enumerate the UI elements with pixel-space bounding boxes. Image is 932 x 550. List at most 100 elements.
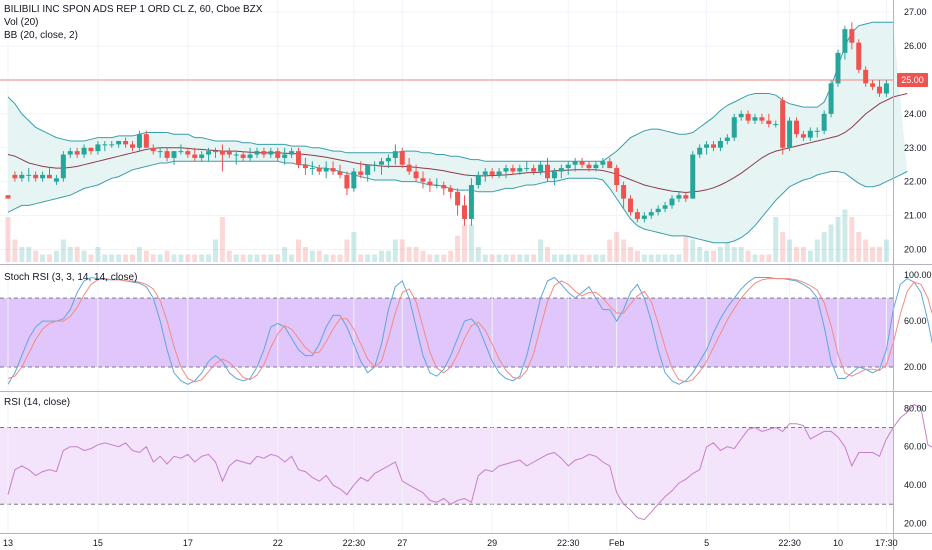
volume-bar (171, 254, 177, 262)
volume-bar (621, 239, 627, 262)
candle-body (780, 100, 786, 148)
candle-body (863, 69, 869, 84)
volume-bar (385, 250, 391, 262)
volume-bar (690, 239, 696, 262)
candle-body (254, 151, 260, 155)
price-tick-label: 22.00 (904, 177, 927, 187)
candle-body (711, 144, 716, 148)
volume-bar (268, 254, 274, 262)
candle-body (752, 117, 758, 121)
volume-bar (607, 239, 613, 262)
candle-body (316, 168, 322, 172)
volume-bar (289, 254, 295, 262)
volume-bar (358, 254, 364, 262)
price-tick-label: 23.00 (904, 143, 927, 153)
time-tick-label: 10 (833, 538, 843, 548)
volume-bar (247, 254, 253, 262)
stoch-rsi-tick-label: 100.00 (904, 270, 932, 280)
candle-body (468, 185, 474, 219)
candle-body (171, 151, 177, 158)
volume-bar (787, 239, 793, 262)
rsi-tick-label: 60.00 (904, 442, 927, 452)
rsi-series-line (7, 403, 932, 521)
candle-body (738, 113, 744, 118)
candle-body (60, 154, 66, 179)
candle-body (489, 171, 495, 175)
chart-title: BILIBILI INC SPON ADS REP 1 ORD CL Z, 60… (4, 4, 263, 15)
volume-bar (434, 254, 440, 262)
candle-body (323, 168, 329, 172)
volume-bar (150, 254, 156, 262)
candle-body (662, 205, 668, 209)
volume-bar (517, 254, 523, 262)
price-marker: 25.00 (0, 72, 928, 87)
volume-bar (828, 224, 834, 262)
volume-bar (192, 254, 198, 262)
candle-body (199, 154, 205, 158)
price-tick-label: 26.00 (904, 41, 927, 51)
candle-body (130, 144, 135, 148)
volume-bar (365, 254, 371, 262)
volume-bar (662, 254, 668, 262)
candle-body (240, 154, 246, 158)
volume-bar (316, 250, 322, 262)
volume-bar (337, 254, 343, 262)
candle-body (302, 164, 308, 169)
candle-body (745, 113, 751, 121)
candle-body (773, 124, 779, 126)
candle-body (669, 198, 675, 206)
candle-body (47, 174, 52, 179)
time-tick-label: 22 (273, 538, 283, 548)
volume-bar (206, 254, 212, 262)
volume-indicator-label: Vol (20) (4, 17, 39, 28)
candle-body (655, 208, 661, 213)
volume-bar (330, 254, 336, 262)
candle-body (289, 151, 295, 155)
volume-bar (634, 250, 640, 262)
volume-bar (275, 254, 281, 262)
candle-body (206, 151, 212, 155)
volume-bar (40, 254, 46, 262)
candle-body (434, 185, 440, 187)
bollinger-basis-line (7, 93, 908, 194)
volume-bar (794, 247, 799, 262)
volume-bar (462, 224, 467, 262)
candle-body (593, 164, 599, 169)
candle-body (420, 178, 426, 182)
volume-bar (441, 254, 447, 262)
price-tick-label: 27.00 (904, 7, 927, 17)
candle-body (676, 195, 682, 199)
candle-body (213, 151, 218, 153)
volume-bar (136, 247, 142, 262)
candle-body (538, 164, 544, 172)
volume-bar (586, 254, 592, 262)
volume-bar (856, 232, 862, 262)
candle-body (399, 151, 405, 165)
rsi-band (0, 427, 893, 505)
candle-body (475, 174, 481, 186)
volume-bar (26, 247, 32, 262)
volume-bar (88, 254, 94, 262)
volume-bar (572, 254, 578, 262)
volume-bar (773, 217, 779, 262)
candle-body (40, 174, 46, 179)
candle-body (247, 154, 253, 158)
candle-body (690, 154, 696, 199)
price-tick-label: 24.00 (904, 109, 927, 119)
volume-bar (468, 224, 474, 262)
volume-bar (296, 239, 301, 262)
last-price-label: 25.00 (901, 75, 924, 85)
candle-body (565, 164, 571, 169)
candle-body (551, 171, 557, 179)
candle-body (379, 161, 384, 165)
stoch-rsi-lines (7, 276, 932, 385)
time-tick-label: 17:30 (875, 538, 898, 548)
candle-body (524, 168, 530, 170)
candle-body (385, 157, 391, 162)
candle-body (309, 168, 315, 170)
candle-body (794, 120, 799, 135)
time-tick-label: 13 (3, 538, 13, 548)
volume-bar (164, 250, 170, 262)
bollinger-fill (8, 22, 908, 243)
